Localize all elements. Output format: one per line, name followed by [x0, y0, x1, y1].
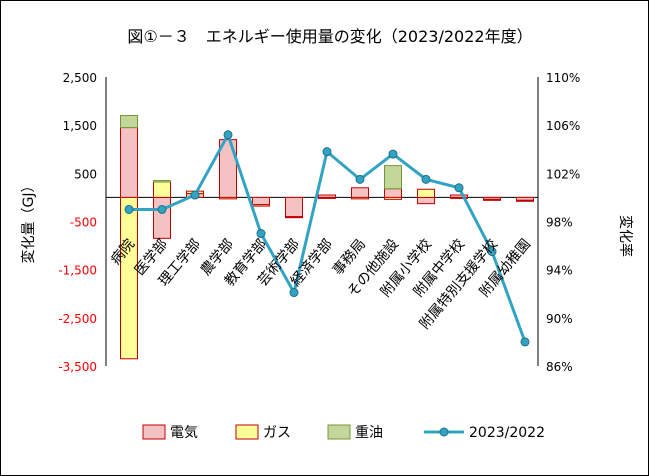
- legend-label: 電気: [170, 425, 198, 441]
- bar-重油: [120, 115, 138, 129]
- category-labels: 病院医学部理工学部農学部教育学部芸術学部経済学部事務局その他施設附属小学校附属中…: [108, 236, 534, 333]
- bar-電気: [120, 127, 138, 198]
- ratio-point: [256, 229, 266, 239]
- ratio-point: [223, 130, 233, 140]
- y2-tick-label: 98%: [546, 216, 573, 230]
- right-axis-ticks: 110% 106% 102% 98% 94% 90% 86%: [546, 71, 580, 374]
- legend-label: 2023/2022: [469, 425, 545, 441]
- ratio-point: [454, 183, 464, 193]
- bar-ガス: [120, 196, 138, 360]
- ratio-point: [355, 174, 365, 184]
- ratio-point: [520, 337, 530, 347]
- legend-swatch: [327, 424, 351, 440]
- y-tick-label: -500: [70, 216, 97, 230]
- y2-tick-label: 102%: [546, 167, 580, 181]
- bar-電気: [252, 196, 270, 206]
- bar-電気: [384, 188, 402, 198]
- bar-ガス: [351, 196, 369, 200]
- bar-電気: [153, 196, 171, 239]
- bar-ガス: [450, 196, 468, 199]
- bar-重油: [153, 180, 171, 183]
- ratio-point: [124, 204, 134, 214]
- bar-ガス: [384, 196, 402, 200]
- y-tick-label: -1,500: [58, 264, 97, 278]
- legend-label: 重油: [355, 425, 383, 441]
- legend-swatch: [235, 424, 259, 440]
- bar-ガス: [516, 199, 534, 202]
- bar-電気: [417, 196, 435, 205]
- y-tick-label: 500: [74, 167, 97, 181]
- bar-ガス: [483, 198, 501, 201]
- left-axis-ticks: 2,500 1,500 500 -500 -1,500 -2,500 -3,500: [58, 71, 97, 374]
- y2-axis-label: 変化率: [617, 215, 634, 257]
- ratio-line-path: [129, 131, 527, 343]
- bar-ガス: [153, 181, 171, 198]
- legend: 電気 ガス 重油 2023/2022: [142, 424, 545, 441]
- bar-ガス: [417, 188, 435, 198]
- y2-tick-label: 106%: [546, 119, 580, 133]
- ratio-line: [124, 130, 530, 347]
- bar-電気: [351, 187, 369, 198]
- bar-ガス: [219, 196, 237, 200]
- bar-電気: [285, 196, 303, 218]
- y2-tick-label: 86%: [546, 360, 573, 374]
- y2-tick-label: 94%: [546, 264, 573, 278]
- y-tick-label: 1,500: [63, 119, 97, 133]
- ratio-point: [421, 174, 431, 184]
- legend-marker: [439, 427, 449, 437]
- ratio-point: [322, 147, 332, 157]
- bar-ガス: [252, 204, 270, 207]
- y-tick-label: -3,500: [58, 360, 97, 374]
- legend-label: ガス: [263, 425, 291, 441]
- chart-title: 図①－３ エネルギー使用量の変化（2023/2022年度）: [127, 27, 532, 46]
- y-axis-label: 変化量（GJ）: [20, 179, 37, 264]
- bar-ガス: [318, 196, 336, 199]
- bar-重油: [384, 165, 402, 190]
- legend-swatch: [142, 424, 166, 440]
- ratio-point: [190, 190, 200, 200]
- ratio-point: [388, 149, 398, 159]
- y2-tick-label: 90%: [546, 312, 573, 326]
- ratio-point: [487, 247, 497, 257]
- bar-marks: [120, 115, 534, 360]
- y-tick-label: -2,500: [58, 312, 97, 326]
- ratio-point: [157, 204, 167, 214]
- y2-tick-label: 110%: [546, 71, 580, 85]
- bar-ガス: [285, 216, 303, 219]
- y-tick-label: 2,500: [63, 71, 97, 85]
- ratio-point: [289, 288, 299, 298]
